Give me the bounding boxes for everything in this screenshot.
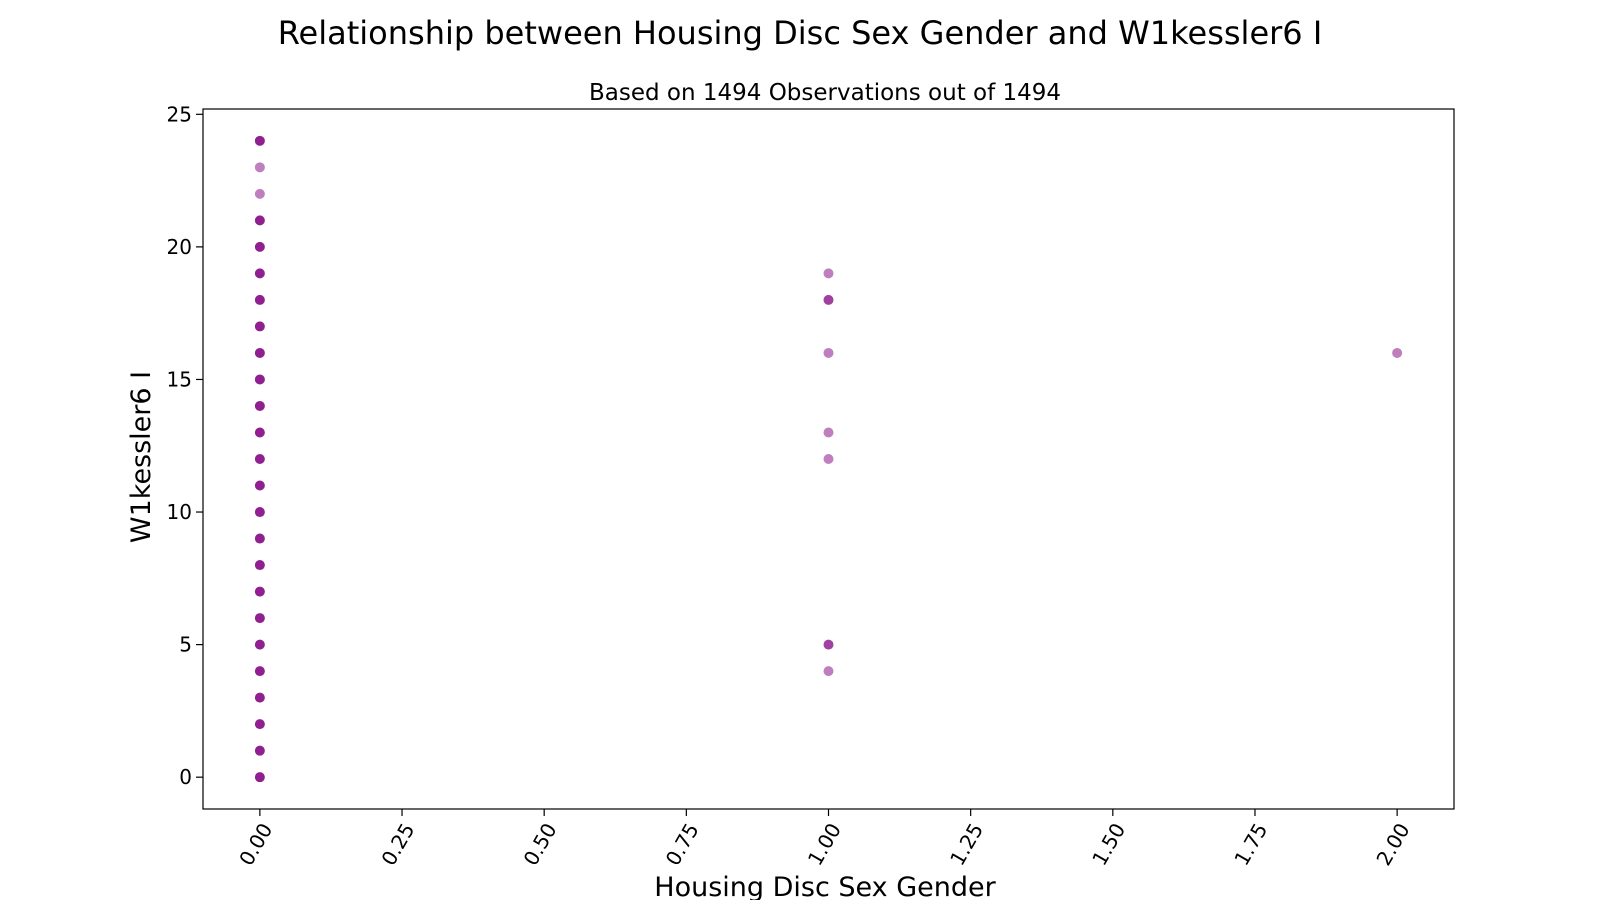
data-point [254,666,265,677]
data-point [254,639,265,650]
data-point [254,613,265,624]
data-point [254,427,265,438]
y-axis-ticks: 0 5 10 15 20 25 [167,102,203,789]
data-point [1392,347,1403,358]
data-point [254,215,265,226]
data-point [254,692,265,703]
data-point [823,268,834,279]
data-point [254,454,265,464]
data-points [254,135,1403,783]
data-point [254,135,265,146]
data-point [254,347,265,358]
data-point [254,241,265,252]
x-axis-label: Housing Disc Sex Gender [654,872,996,900]
plot-area: 0.00 0.25 0.50 0.75 1.00 1.25 1.50 1.75 2.00 051… [167,102,1455,870]
data-point [254,560,265,571]
y-tick-label: 0 [179,765,192,789]
data-point [254,507,265,518]
data-point [823,347,834,358]
data-point [254,533,265,544]
chart-title: Relationship between Housing Disc Sex Ge… [278,14,1323,52]
y-tick-label: 15 [167,367,192,391]
data-point [254,719,265,730]
data-point [254,745,265,756]
data-point [254,772,265,783]
data-point [254,188,265,199]
data-point [254,162,265,173]
chart-subtitle: Based on 1494 Observations out of 1494 [589,80,1061,106]
y-tick-label: 25 [167,102,192,126]
data-point [823,454,834,464]
data-point [254,321,265,332]
data-point [254,374,265,385]
data-point [823,639,834,650]
data-point [823,427,834,438]
y-axis-label: W1kessler6 I [126,371,157,543]
y-tick-label: 10 [167,500,192,524]
data-point [254,586,265,597]
data-point [254,294,265,305]
data-point [254,268,265,279]
data-point [823,294,834,305]
data-point [823,666,834,677]
y-tick-label: 20 [167,235,192,259]
y-tick-label: 5 [179,633,192,657]
data-point [254,400,265,411]
data-point [254,480,265,491]
